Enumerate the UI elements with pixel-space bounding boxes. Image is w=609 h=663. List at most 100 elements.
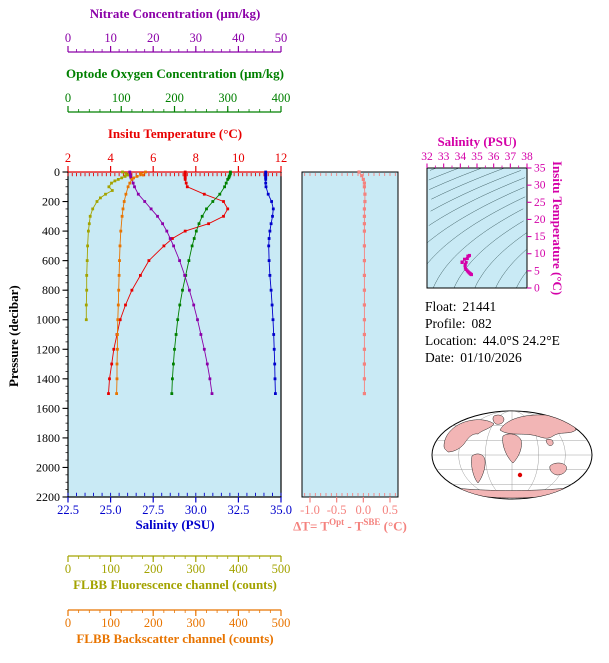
nitrate-axis-label: Nitrate Concentration (μm/kg): [89, 6, 261, 21]
tick-label: 0: [65, 31, 71, 45]
delta-t-axis-label: ΔT= TOpt - TSBE (°C): [275, 515, 425, 533]
delta-t-panel: -1.0 -0.5 0.0 0.5: [300, 170, 399, 517]
date-value: 01/10/2026: [460, 350, 522, 365]
tick-label: 0: [54, 165, 60, 179]
density-contour: [428, 167, 460, 181]
tick-label: -0.5: [327, 503, 347, 517]
tick-label: 2200: [36, 490, 60, 504]
tick-label: 1800: [36, 431, 60, 445]
date-line: Date: 01/10/2026: [425, 349, 560, 366]
tick-label: 100: [101, 562, 120, 576]
density-contour: [516, 271, 527, 289]
location-label: Location:: [425, 333, 477, 348]
pressure-axis-label: Pressure (decibar): [6, 285, 21, 388]
tick-label: 300: [186, 562, 205, 576]
continent: [549, 462, 567, 476]
ts-salinity-axis-label: Salinity (PSU): [437, 134, 517, 149]
tick-label: 300: [186, 616, 205, 630]
continent: [502, 433, 522, 464]
date-label: Date:: [425, 350, 455, 365]
nitrate-top-axis: 0 10 20 30 40 50: [65, 31, 288, 53]
tick-label: 4: [107, 151, 114, 165]
backscatter-profile-series: [115, 170, 147, 395]
tick-label: 12: [275, 151, 288, 165]
tick-label: 15: [534, 231, 546, 243]
tick-label: 5: [534, 265, 540, 277]
main-profile-plot: 2 4 6 8 10 12 0 200 400 600 800 1000 1200 1400 1600 180…: [36, 151, 292, 517]
ts-diagram: 32 33 34 35 36 37 38 0 5 10 15 20 25 30 35: [421, 151, 546, 295]
tick-label: 2: [65, 151, 71, 165]
tick-label: 32: [421, 151, 433, 163]
tick-label: 400: [229, 616, 248, 630]
fluorescence-profile-series: [84, 170, 129, 322]
continent: [545, 438, 554, 446]
density-contour: [428, 177, 526, 226]
tick-label: 37: [505, 151, 517, 163]
ts-scatter: [460, 253, 473, 277]
backscatter-axis-label: FLBB Backscatter channel (counts): [76, 631, 274, 646]
tick-label: 22.5: [57, 503, 79, 517]
profile-number-line: Profile: 082: [425, 315, 560, 332]
tick-label: 0: [65, 562, 71, 576]
oxygen-top-axis: 0 100 200 300 400: [65, 91, 290, 113]
tick-label: 200: [144, 562, 163, 576]
tick-label: 10: [104, 31, 117, 45]
tick-label: 0: [534, 283, 540, 295]
density-contour: [430, 170, 521, 212]
delta-t-label-mid: - T: [344, 518, 364, 534]
tick-label: 10: [232, 151, 245, 165]
tick-label: 0: [65, 91, 71, 105]
tick-label: 36: [488, 151, 500, 163]
density-contour: [474, 232, 527, 289]
tick-label: 38: [521, 151, 533, 163]
tick-label: 0.0: [356, 503, 372, 517]
fluorescence-axis-label: FLBB Fluorescence channel (counts): [73, 577, 277, 592]
profile-number-label: Profile:: [425, 316, 466, 331]
tick-label: 30.0: [185, 503, 207, 517]
tick-label: -1.0: [300, 503, 320, 517]
tick-label: 30: [534, 180, 546, 192]
float-location-marker: [517, 472, 523, 478]
world-map: [431, 410, 593, 500]
float-id-label: Float:: [425, 299, 457, 314]
continent: [443, 419, 495, 453]
tick-label: 10: [534, 248, 546, 260]
delta-t-label-prefix: ΔT= T: [293, 518, 330, 534]
continent: [492, 414, 505, 425]
continent: [471, 453, 486, 484]
tick-label: 35.0: [270, 503, 292, 517]
float-id-line: Float: 21441: [425, 298, 560, 315]
salinity-axis-label: Salinity (PSU): [135, 517, 215, 532]
density-contour: [453, 220, 524, 289]
tick-label: 35: [534, 163, 546, 175]
tick-label: 20: [534, 214, 546, 226]
tick-label: 27.5: [142, 503, 164, 517]
tick-label: 6: [150, 151, 156, 165]
tick-label: 100: [101, 616, 120, 630]
tick-label: 1000: [36, 313, 60, 327]
location-line: Location: 44.0°S 24.2°E: [425, 332, 560, 349]
density-contour: [426, 196, 526, 265]
tick-label: 100: [112, 91, 131, 105]
tick-label: 50: [275, 31, 288, 45]
tick-label: 800: [42, 283, 60, 297]
tick-label: 400: [42, 224, 60, 238]
tick-label: 25.0: [100, 503, 122, 517]
tick-label: 600: [42, 254, 60, 268]
density-contour: [495, 249, 527, 289]
density-contour: [432, 208, 524, 289]
density-contour: [431, 167, 505, 200]
tick-label: 34: [455, 151, 467, 163]
temperature-axis-label: Insitu Temperature (°C): [107, 126, 243, 141]
delta-t-label-suffix: (°C): [380, 518, 407, 534]
tick-label: 8: [193, 151, 199, 165]
delta-t-label-sup-sbe: SBE: [363, 517, 381, 527]
fluorescence-bottom-axis: 0 100 200 300 400 500: [65, 555, 290, 576]
tick-label: 20: [147, 31, 160, 45]
tick-label: 200: [144, 616, 163, 630]
map-interior: [432, 411, 592, 499]
tick-label: 400: [229, 562, 248, 576]
location-value: 44.0°S 24.2°E: [482, 333, 560, 348]
ts-temperature-axis-label: Insitu Temperature (°C): [550, 161, 565, 296]
